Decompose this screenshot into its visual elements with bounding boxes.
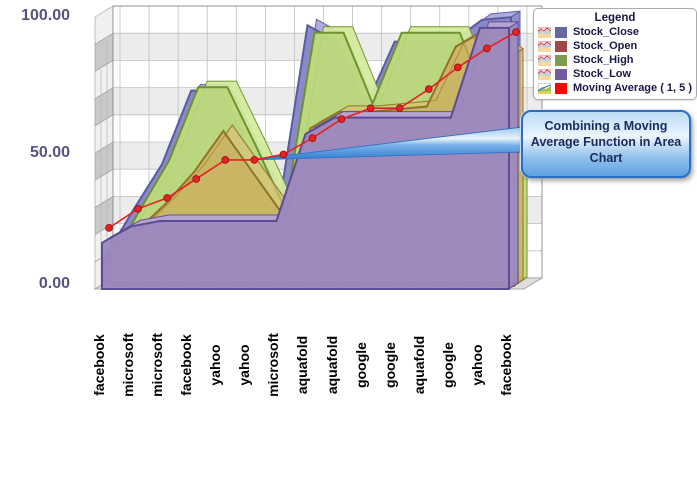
- moving-average-marker: [337, 115, 346, 123]
- legend-swatch: [555, 40, 567, 52]
- moving-average-marker: [395, 104, 404, 113]
- legend-item-stock-high: Stock_High: [534, 53, 696, 67]
- moving-average-marker: [192, 175, 201, 183]
- x-axis-label: yahoo: [468, 344, 485, 386]
- moving-average-marker: [483, 44, 491, 53]
- legend-label: Stock_Low: [573, 68, 632, 80]
- y-axis-tick-label: 100.00: [21, 7, 70, 24]
- legend-swatch: [555, 82, 567, 94]
- moving-average-marker: [221, 156, 230, 164]
- x-axis-label: aquafold: [323, 335, 340, 395]
- x-axis-label: microsoft: [149, 333, 166, 397]
- x-axis-label: microsoft: [120, 333, 137, 397]
- legend-title: Legend: [594, 12, 636, 24]
- x-axis-label: microsoft: [265, 333, 282, 397]
- area-chart-icon: [538, 40, 551, 52]
- moving-average-marker: [105, 224, 113, 232]
- area-chart-icon: [538, 54, 551, 66]
- x-axis-label: yahoo: [236, 344, 253, 386]
- moving-average-icon: [538, 82, 551, 94]
- y-axis-tick-label: 0.00: [38, 275, 70, 292]
- area-chart-icon: [538, 26, 551, 38]
- x-axis-label: google: [381, 342, 398, 388]
- moving-average-marker: [366, 104, 375, 113]
- x-axis-label: facebook: [497, 334, 514, 396]
- x-axis-label: yahoo: [207, 344, 224, 386]
- legend-swatch: [555, 68, 567, 80]
- y-axis-tick-label: 50.00: [29, 144, 70, 161]
- callout-annotation: Combining a Moving Average Function in A…: [521, 110, 691, 178]
- moving-average-marker: [308, 134, 317, 142]
- moving-average-marker: [424, 85, 433, 94]
- legend-item-stock-open: Stock_Open: [534, 39, 696, 53]
- moving-average-marker: [453, 63, 462, 72]
- legend-item-stock-close: Stock_Close: [534, 25, 696, 39]
- legend-swatch: [555, 54, 567, 66]
- area-chart-icon: [538, 68, 551, 80]
- moving-average-marker: [163, 194, 171, 202]
- legend-label: Stock_High: [573, 54, 634, 66]
- legend-item-stock-low: Stock_Low: [534, 67, 696, 81]
- x-axis-label: facebook: [178, 334, 195, 396]
- moving-average-marker: [250, 156, 259, 164]
- legend-label: Moving Average ( 1, 5 ): [573, 82, 692, 94]
- moving-average-marker: [512, 28, 520, 36]
- moving-average-marker: [279, 150, 288, 159]
- x-axis-label: google: [439, 342, 456, 388]
- x-axis-label: google: [352, 342, 369, 388]
- series-side-Stock_Low: [508, 20, 519, 290]
- legend-label: Stock_Close: [573, 26, 640, 38]
- moving-average-marker: [134, 204, 142, 213]
- legend-item-moving-average: Moving Average ( 1, 5 ): [534, 81, 696, 95]
- x-axis-label: aquafold: [294, 335, 311, 395]
- x-axis-label: facebook: [91, 334, 107, 396]
- legend-swatch: [555, 26, 567, 38]
- legend: Legend Stock_Close Stock_Open: [533, 8, 697, 100]
- x-axis-label: aquafold: [410, 335, 427, 395]
- legend-label: Stock_Open: [573, 40, 638, 52]
